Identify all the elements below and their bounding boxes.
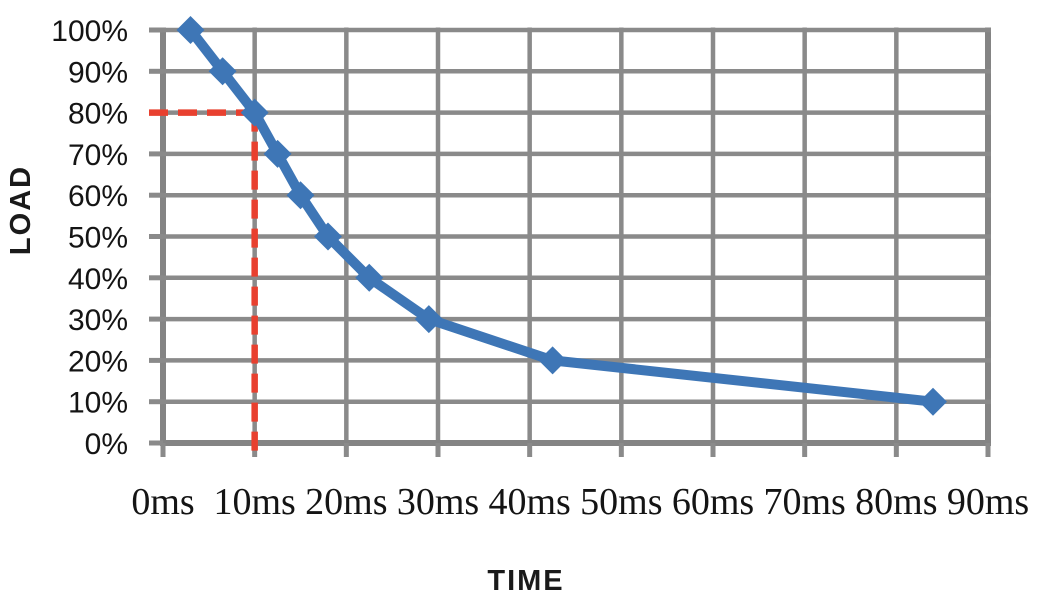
data-point-marker (538, 346, 567, 375)
data-point-marker (414, 305, 443, 334)
x-tick-label: 80ms (855, 481, 937, 523)
y-tick-label: 10% (68, 387, 128, 420)
load-series (176, 16, 947, 416)
x-tick-label: 40ms (488, 481, 570, 523)
axis-ticks (149, 27, 991, 457)
data-point-marker (919, 387, 947, 416)
y-tick-label: 90% (68, 56, 128, 89)
y-tick-label: 30% (68, 304, 128, 337)
y-tick-label: 50% (68, 222, 128, 255)
y-tick-label: 60% (68, 180, 128, 213)
y-tick-label: 0% (85, 428, 128, 461)
series-line (185, 25, 938, 407)
x-tick-label: 10ms (213, 481, 295, 523)
data-point-marker (240, 98, 269, 127)
y-tick-label: 40% (68, 263, 128, 296)
data-point-marker (286, 181, 315, 210)
x-tick-label: 30ms (397, 481, 479, 523)
data-point-marker (355, 263, 384, 292)
x-tick-label: 90ms (947, 481, 1029, 523)
tick-labels: 0% 10% 20% 30% 40% 50% 60% 70% 80% 90% 100% 0ms 10ms… (51, 15, 1029, 523)
data-point-marker (314, 222, 342, 251)
x-tick-label: 0ms (131, 481, 194, 523)
x-tick-label: 50ms (580, 481, 662, 523)
data-point-marker (208, 57, 237, 86)
y-tick-label: 70% (68, 139, 128, 172)
x-tick-label: 60ms (672, 481, 754, 523)
y-axis-title: LOAD (5, 165, 37, 255)
threshold-crosshair (149, 109, 258, 458)
x-axis-title: TIME (487, 565, 564, 597)
x-tick-label: 70ms (763, 481, 845, 523)
y-tick-label: 80% (68, 98, 128, 131)
y-tick-label: 100% (51, 15, 128, 48)
gridlines (160, 27, 991, 446)
y-tick-label: 20% (68, 345, 128, 378)
x-tick-label: 20ms (305, 481, 387, 523)
data-point-marker (263, 139, 292, 168)
data-point-marker (176, 16, 205, 44)
